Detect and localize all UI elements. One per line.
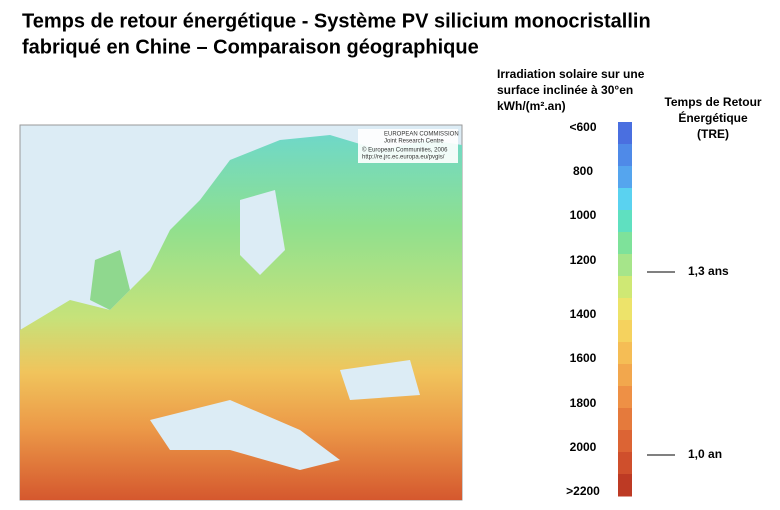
color-swatch xyxy=(618,188,632,211)
color-swatch xyxy=(618,144,632,167)
color-swatch xyxy=(618,408,632,431)
land xyxy=(20,135,462,500)
color-swatch xyxy=(618,364,632,387)
credit: © European Communities, 2006 xyxy=(362,147,448,154)
legend-title: kWh/(m².an) xyxy=(497,99,566,113)
color-swatch xyxy=(618,276,632,299)
color-swatch xyxy=(618,342,632,365)
tre-marker-label: 1,3 ans xyxy=(688,264,729,278)
map: EUROPEAN COMMISSION Joint Research Centr… xyxy=(19,124,463,501)
legend-label: 800 xyxy=(573,164,593,178)
color-swatch xyxy=(618,386,632,409)
color-swatch xyxy=(618,430,632,453)
legend-label: 1600 xyxy=(570,351,597,365)
color-swatch xyxy=(618,320,632,343)
sea xyxy=(150,400,340,470)
sea xyxy=(340,360,420,400)
land xyxy=(90,250,130,310)
legend-label: 1200 xyxy=(570,253,597,267)
tre-title: Temps de Retour xyxy=(664,95,761,109)
sea xyxy=(240,190,285,275)
credit-box xyxy=(358,129,458,163)
legend-label: 1000 xyxy=(570,208,597,222)
legend-title: Irradiation solaire sur une xyxy=(497,67,645,81)
credit: EUROPEAN COMMISSION xyxy=(384,132,459,138)
legend-label: >2200 xyxy=(566,484,600,498)
tre-title: Énergétique xyxy=(678,110,748,125)
color-swatch xyxy=(618,122,632,145)
legend-title: surface inclinée à 30°en xyxy=(497,83,633,97)
tre-marker-label: 1,0 an xyxy=(688,447,722,461)
title-line: Temps de retour énergétique - Système PV… xyxy=(22,10,651,32)
tre-title: (TRE) xyxy=(697,127,729,141)
color-swatch xyxy=(618,166,632,189)
legend-label: 1800 xyxy=(570,396,597,410)
legend-label: <600 xyxy=(569,120,596,134)
credit: Joint Research Centre xyxy=(384,139,444,145)
credit: http://re.jrc.ec.europa.eu/pvgis/ xyxy=(362,155,445,161)
legend-label: 1400 xyxy=(570,307,597,321)
color-swatch xyxy=(618,232,632,255)
color-swatch xyxy=(618,210,632,233)
color-swatch xyxy=(618,298,632,321)
color-swatch xyxy=(618,254,632,277)
color-swatch xyxy=(618,474,632,497)
title-line: fabriqué en Chine – Comparaison géograph… xyxy=(22,36,479,58)
color-swatch xyxy=(618,452,632,475)
legend-label: 2000 xyxy=(570,440,597,454)
